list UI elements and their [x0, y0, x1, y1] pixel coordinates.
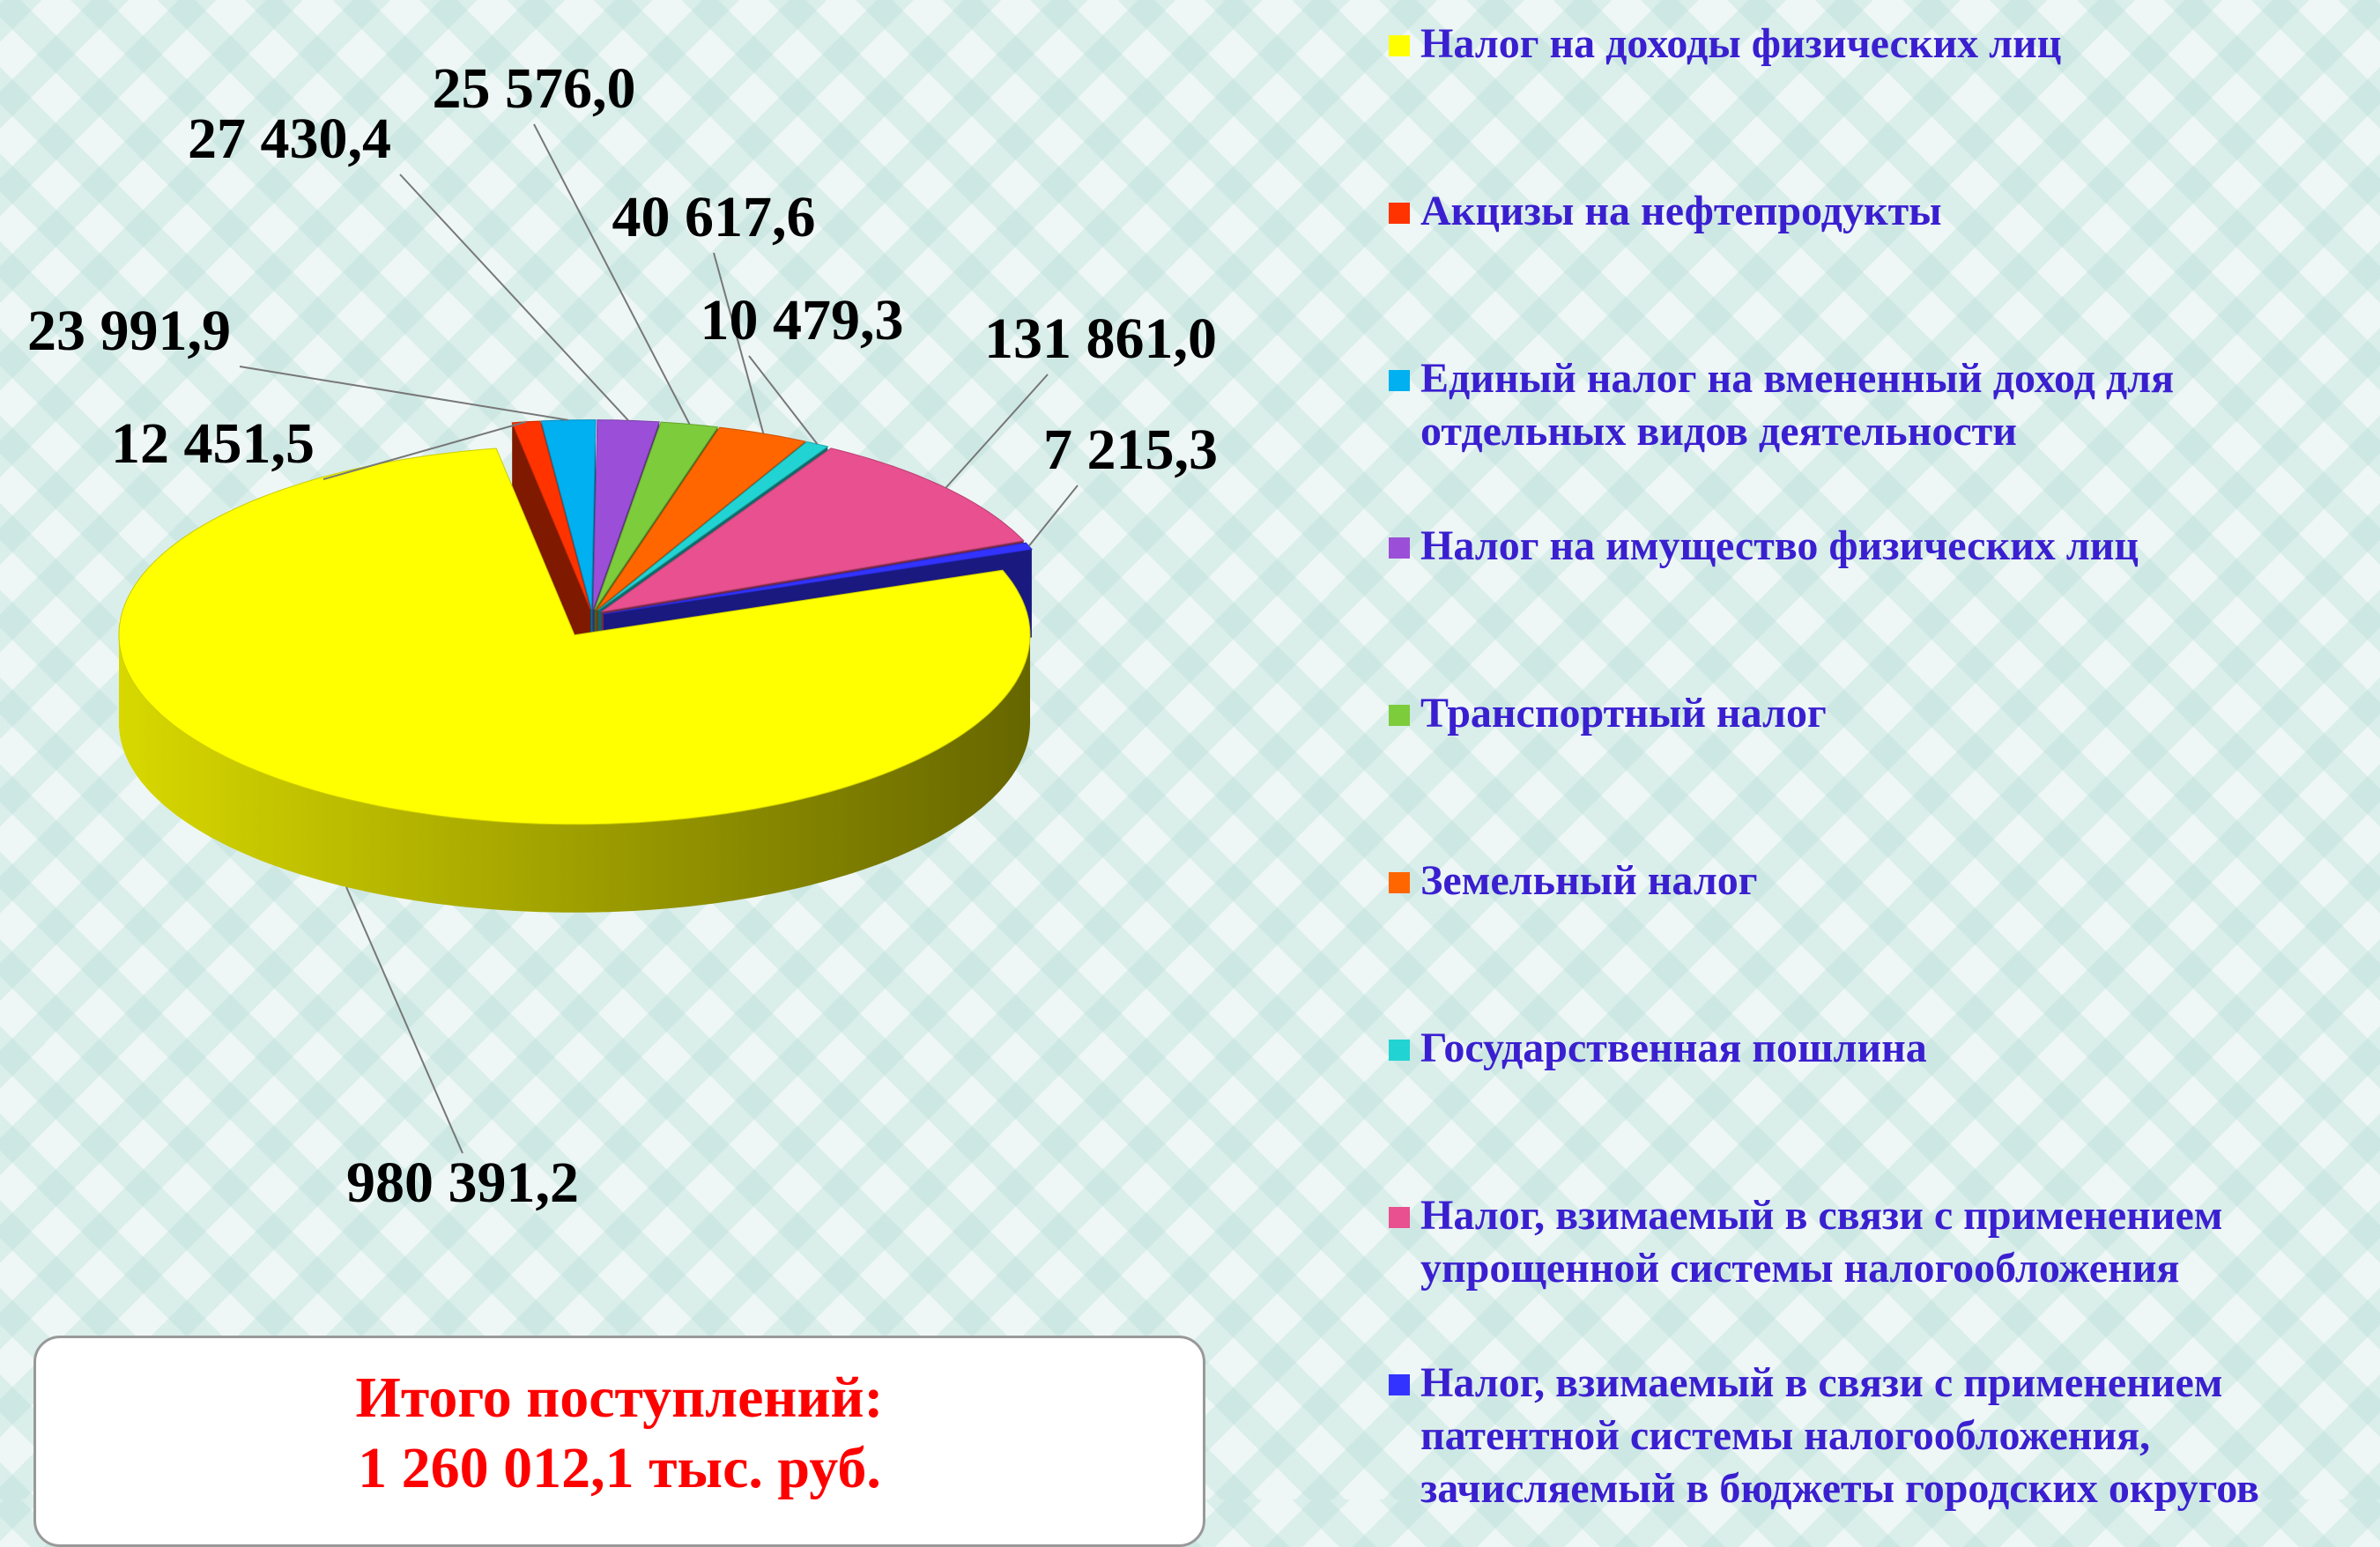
legend-item: Акцизы на нефтепродукты [1389, 185, 2358, 238]
slice [118, 448, 1031, 825]
legend-swatch [1389, 1374, 1410, 1395]
legend-item: Налог на доходы физических лиц [1389, 18, 2358, 70]
leader-line [945, 374, 1049, 489]
legend-label: Налог, взимаемый в связи с применением п… [1420, 1359, 2259, 1512]
data-label: 25 576,0 [433, 56, 636, 121]
legend-swatch [1389, 537, 1410, 559]
data-label: 7 215,3 [1043, 418, 1218, 482]
leader-line [399, 174, 629, 421]
slice [592, 419, 660, 610]
chart: 980 391,2 12 451,5 23 991,9 27 430,4 25 576,… [27, 56, 1218, 1215]
leader-line [345, 886, 463, 1154]
legend-item: Налог на имущество физических лиц [1389, 520, 2358, 573]
legend-swatch [1389, 1207, 1410, 1228]
leader-line [533, 123, 691, 425]
slice [511, 420, 591, 610]
leader-line [713, 252, 765, 434]
legend-item: Налог, взимаемый в связи с применением у… [1389, 1189, 2358, 1295]
data-label: 10 479,3 [701, 288, 904, 352]
legend-swatch [1389, 203, 1410, 224]
legend-label: Земельный налог [1420, 857, 1758, 904]
legend-item: Государственная пошлина [1389, 1022, 2358, 1075]
data-label: 12 451,5 [111, 411, 315, 476]
legend-item: Земельный налог [1389, 855, 2358, 907]
legend-label: Транспортный налог [1420, 690, 1827, 736]
legend-swatch [1389, 705, 1410, 726]
legend-item: Транспортный налог [1389, 687, 2358, 740]
total-caption: Итого поступлений: [355, 1366, 884, 1430]
legend-item: Единый налог на вмененный доход для отде… [1389, 352, 2358, 458]
data-label: 131 861,0 [984, 307, 1217, 371]
slice-side [119, 634, 1030, 913]
slice [540, 419, 597, 610]
legend-swatch [1389, 370, 1410, 391]
legend-label: Государственная пошлина [1420, 1025, 1927, 1071]
leader-line [239, 366, 569, 421]
leader-line [748, 355, 819, 445]
legend-label: Акцизы на нефтепродукты [1420, 188, 1942, 234]
data-label: 23 991,9 [27, 299, 231, 363]
legend-swatch [1389, 872, 1410, 893]
leader-line [323, 420, 527, 480]
legend-label: Налог на доходы физических лиц [1420, 20, 2062, 67]
legend-swatch [1389, 35, 1410, 56]
slice [594, 421, 719, 611]
data-label: 27 430,4 [188, 107, 391, 171]
data-label: 980 391,2 [346, 1151, 579, 1215]
legend-item: Налог, взимаемый в связи с применением п… [1389, 1357, 2358, 1515]
total-box: Итого поступлений: 1 260 012,1 тыс. руб. [33, 1336, 1205, 1547]
legend-label: Налог, взимаемый в связи с применением у… [1420, 1192, 2223, 1292]
leader-line [1027, 485, 1079, 547]
total-value: 1 260 012,1 тыс. руб. [358, 1436, 881, 1500]
slice [596, 426, 807, 611]
slice-wall [591, 419, 596, 698]
legend-label: Налог на имущество физических лиц [1420, 522, 2139, 569]
legend-label: Единый налог на вмененный доход для отде… [1420, 355, 2175, 455]
legend-swatch [1389, 1040, 1410, 1061]
data-label: 40 617,6 [612, 185, 816, 249]
